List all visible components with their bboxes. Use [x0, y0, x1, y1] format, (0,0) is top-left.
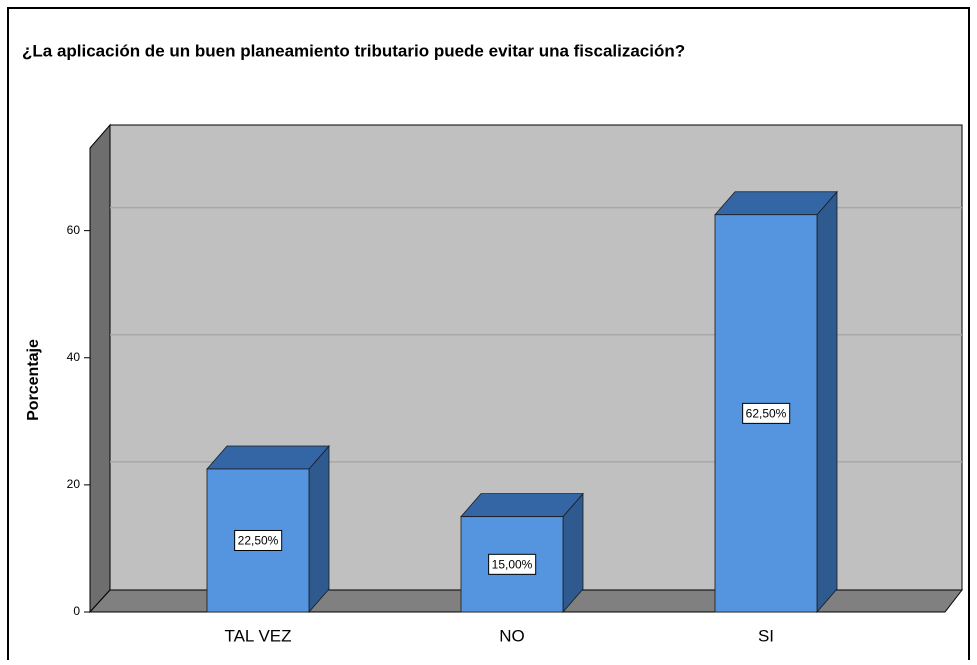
y-tick-label: 60 [67, 223, 81, 237]
y-tick-label: 0 [73, 604, 80, 618]
bar-top [206, 445, 330, 470]
x-tick-label: NO [499, 626, 525, 645]
bar-side [308, 444, 330, 614]
chart-title: ¿La aplicación de un buen planeamiento t… [22, 41, 685, 60]
x-tick-label: SI [758, 626, 774, 645]
left-wall [89, 123, 111, 614]
value-label: 22,50% [238, 534, 279, 548]
value-label-box [488, 553, 537, 575]
value-label: 15,00% [492, 558, 533, 572]
value-label-box [742, 402, 791, 424]
value-label: 62,50% [746, 407, 787, 421]
bar-side [816, 190, 838, 614]
y-tick-label: 40 [67, 350, 81, 364]
bar-top [460, 493, 584, 518]
y-tick-label: 20 [67, 477, 81, 491]
value-label-box [234, 529, 283, 551]
x-tick-label: TAL VEZ [224, 626, 291, 645]
y-axis-label: Porcentaje [25, 339, 42, 421]
bar-top [714, 191, 838, 216]
